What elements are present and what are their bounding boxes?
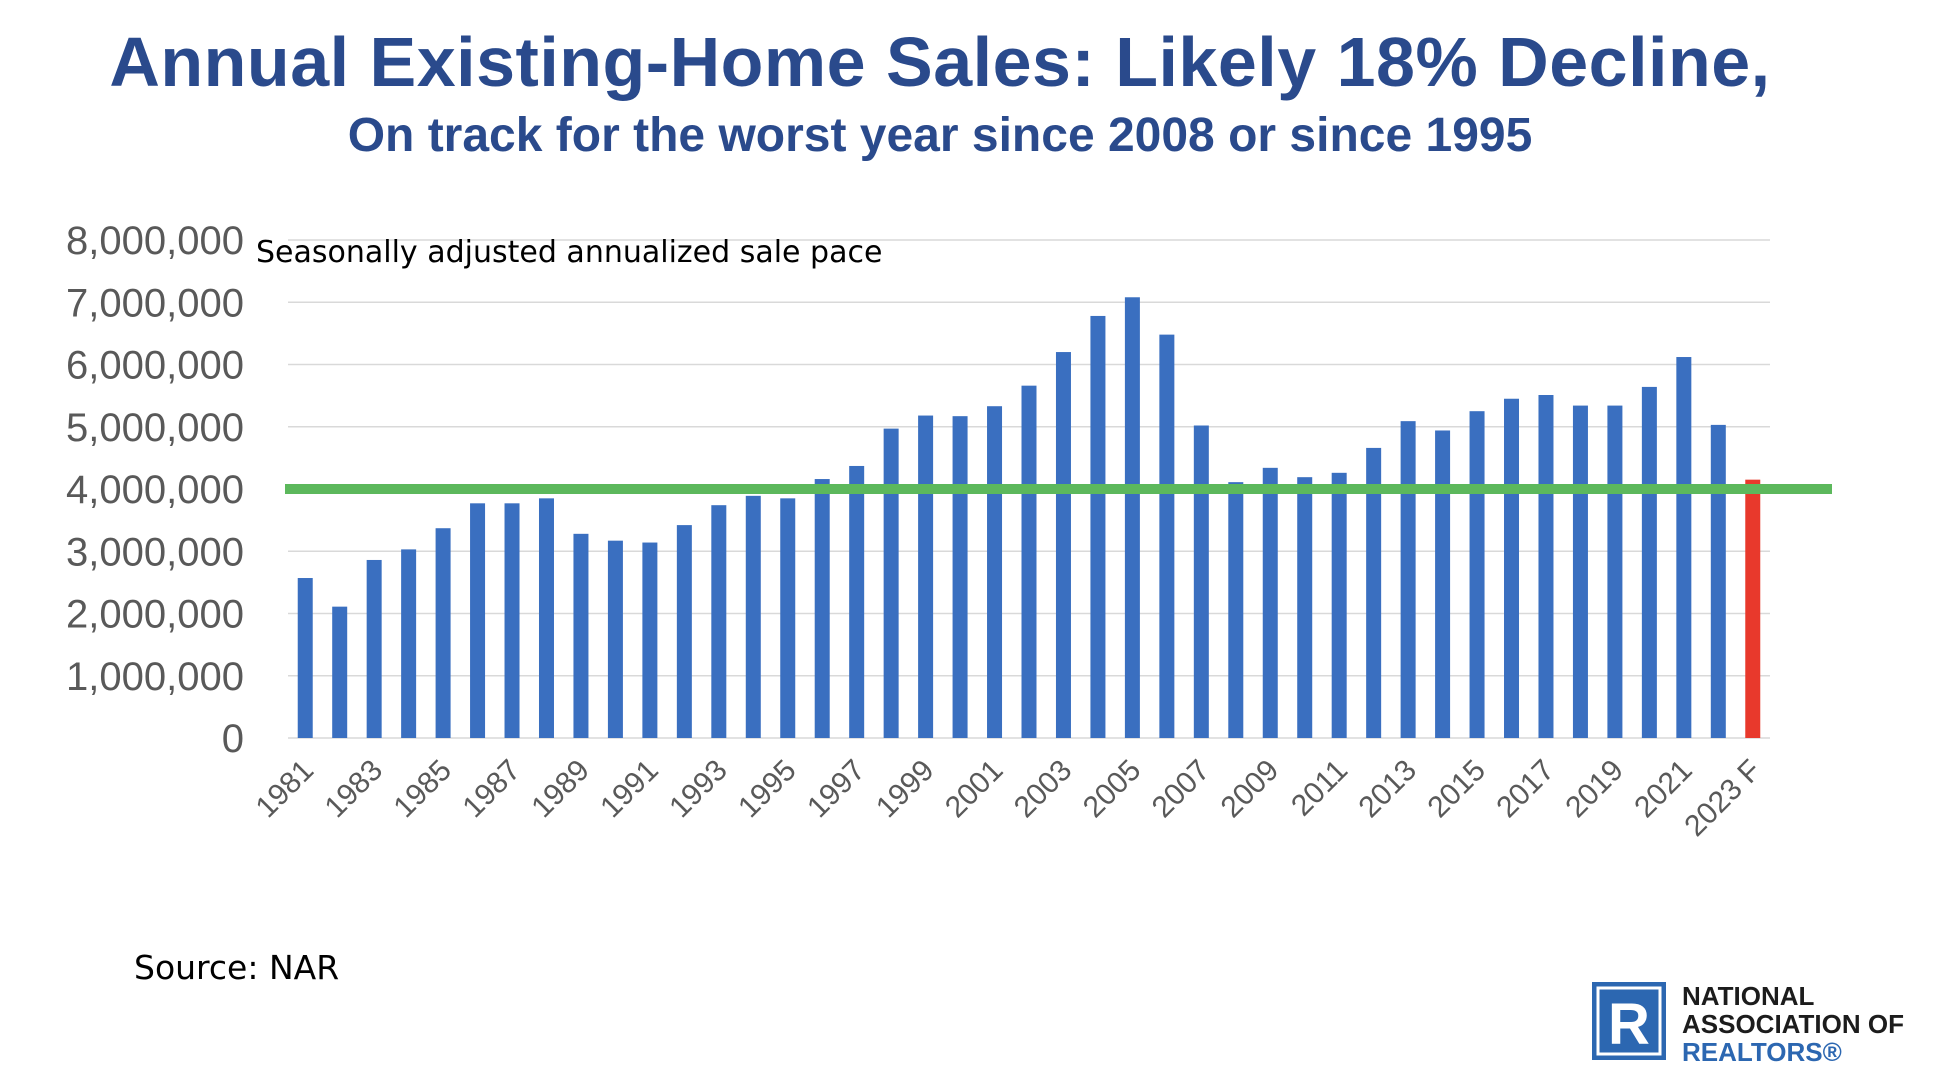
chart-title: Annual Existing-Home Sales: Likely 18% D… xyxy=(109,23,1771,101)
bar xyxy=(470,503,486,738)
y-tick-label: 7,000,000 xyxy=(66,281,244,325)
bar xyxy=(1090,315,1106,738)
bar xyxy=(538,498,554,738)
chart-annotation: Seasonally adjusted annualized sale pace xyxy=(256,235,882,270)
x-tick-label: 2001 xyxy=(939,754,1010,825)
x-tick-label: 2009 xyxy=(1215,754,1286,825)
y-tick-label: 6,000,000 xyxy=(66,344,244,388)
bar xyxy=(332,606,348,738)
x-tick-label: 2003 xyxy=(1008,754,1079,825)
logo-line-1: NATIONAL xyxy=(1682,981,1815,1011)
x-tick-label: 1985 xyxy=(388,754,459,825)
bar xyxy=(1641,386,1657,738)
logo-wordmark: NATIONAL ASSOCIATION OF REALTORS® xyxy=(1682,982,1904,1066)
chart-subtitle: On track for the worst year since 2008 o… xyxy=(347,109,1533,162)
bar xyxy=(1055,352,1071,738)
bar xyxy=(1400,421,1416,738)
bar xyxy=(1297,477,1313,738)
bar xyxy=(883,428,899,738)
bar xyxy=(1366,447,1382,738)
bar xyxy=(952,416,968,738)
bar xyxy=(1193,425,1209,738)
logo-line-2: ASSOCIATION OF xyxy=(1682,1009,1904,1039)
source-note: Source: NAR xyxy=(134,948,340,987)
x-tick-label: 2007 xyxy=(1146,754,1217,825)
bar xyxy=(676,525,692,738)
x-tick-label: 1999 xyxy=(870,754,941,825)
bar xyxy=(366,559,382,738)
x-tick-label: 1993 xyxy=(663,754,734,825)
bar xyxy=(1021,385,1037,738)
bar xyxy=(504,503,520,738)
bar xyxy=(607,540,623,738)
bar xyxy=(1262,467,1278,738)
bar xyxy=(573,533,589,738)
bar xyxy=(1159,334,1175,738)
y-tick-label: 4,000,000 xyxy=(66,468,244,512)
x-tick-label: 2019 xyxy=(1559,754,1630,825)
x-tick-label: 1995 xyxy=(732,754,803,825)
bar xyxy=(1710,424,1726,738)
x-tick-label: 1991 xyxy=(594,754,665,825)
realtor-r-icon: R xyxy=(1592,982,1666,1060)
bar xyxy=(987,406,1003,738)
forecast-bar xyxy=(1745,479,1761,738)
x-tick-label: 1987 xyxy=(456,754,527,825)
bar xyxy=(918,415,934,738)
bar xyxy=(1228,482,1244,738)
x-tick-label: 2017 xyxy=(1490,754,1561,825)
x-tick-label: 2023 F xyxy=(1678,754,1767,843)
bar xyxy=(401,549,417,738)
bar xyxy=(1504,398,1520,738)
logo-letter: R xyxy=(1608,992,1650,1057)
bar xyxy=(1331,472,1347,738)
y-tick-label: 8,000,000 xyxy=(66,219,244,263)
logo-line-3: REALTORS® xyxy=(1682,1037,1842,1067)
y-tick-label: 2,000,000 xyxy=(66,593,244,637)
y-tick-label: 0 xyxy=(222,717,244,761)
bar xyxy=(1572,405,1588,738)
x-tick-label: 2005 xyxy=(1077,754,1148,825)
x-tick-label: 1997 xyxy=(801,754,872,825)
x-tick-label: 2013 xyxy=(1353,754,1424,825)
x-tick-label: 1989 xyxy=(525,754,596,825)
bar xyxy=(849,465,865,738)
x-tick-label: 1983 xyxy=(319,754,390,825)
bar xyxy=(780,498,796,738)
bar xyxy=(435,528,451,738)
x-tick-label: 2011 xyxy=(1285,754,1354,823)
bar xyxy=(642,542,658,738)
nar-logo: R NATIONAL ASSOCIATION OF REALTORS® xyxy=(1592,982,1922,1066)
bar xyxy=(1538,395,1554,738)
x-tick-label: 1981 xyxy=(250,754,321,825)
y-tick-label: 3,000,000 xyxy=(66,530,244,574)
bar xyxy=(1607,405,1623,738)
bar xyxy=(745,495,761,738)
bar xyxy=(1435,430,1451,738)
y-tick-label: 1,000,000 xyxy=(66,655,244,699)
y-tick-label: 5,000,000 xyxy=(66,406,244,450)
bar xyxy=(297,578,313,738)
bar xyxy=(1676,357,1692,738)
bar xyxy=(1469,411,1485,738)
bar xyxy=(711,505,727,738)
x-tick-label: 2015 xyxy=(1421,754,1492,825)
bar xyxy=(1124,297,1140,738)
bar xyxy=(814,479,830,738)
